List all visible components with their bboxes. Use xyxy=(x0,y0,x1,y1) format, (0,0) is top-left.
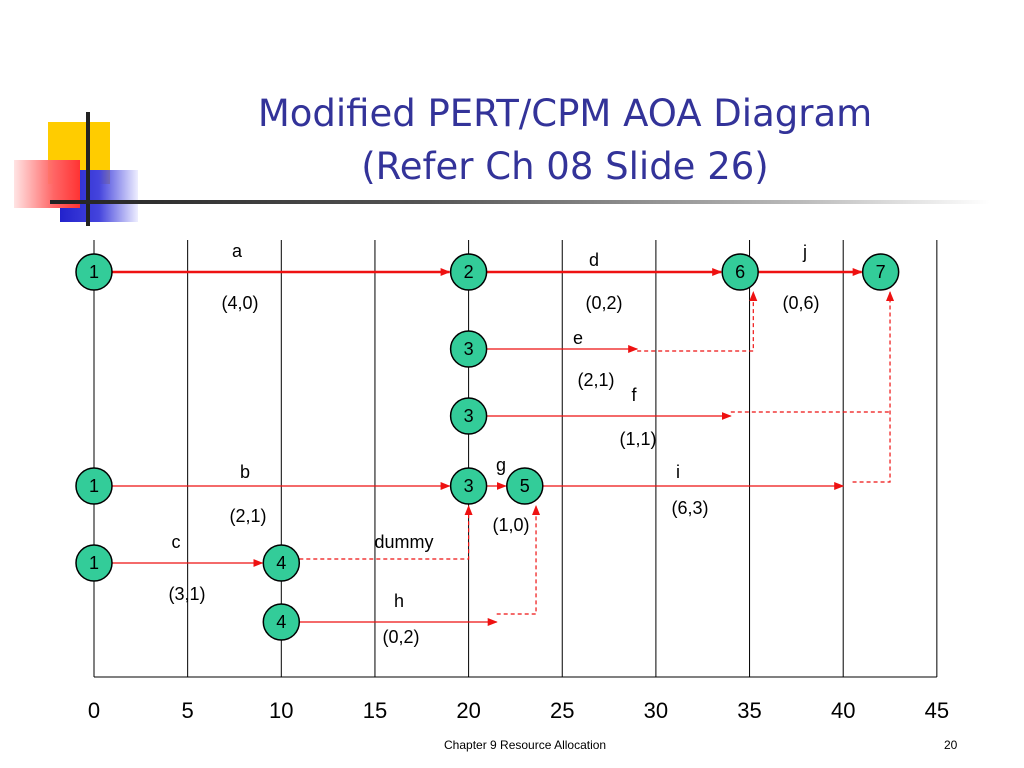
event-node-n6 xyxy=(721,253,759,291)
event-node-n4a xyxy=(262,544,301,582)
activity-d-name: d xyxy=(589,250,599,270)
axis-tick-30: 30 xyxy=(644,698,668,723)
event-nodes: 1 2 6 7 3 3 1 3 5 1 4 4 xyxy=(75,253,900,641)
activity-f-name: f xyxy=(631,385,637,405)
axis-tick-35: 35 xyxy=(737,698,761,723)
activity-h-times: (0,2) xyxy=(382,627,419,647)
axis-tick-15: 15 xyxy=(363,698,387,723)
event-node-n4b xyxy=(262,603,301,641)
activity-g-name: g xyxy=(496,455,506,475)
event-node-n7 xyxy=(861,253,900,291)
deco-horizontal-line xyxy=(50,200,990,204)
slack-i-f-to-7 xyxy=(852,291,895,483)
event-node-n7-label: 7 xyxy=(876,262,886,282)
event-node-n1a-label: 1 xyxy=(89,262,99,282)
activity-i-name: i xyxy=(676,462,680,482)
event-node-n1c xyxy=(75,544,113,582)
event-node-n3a-label: 3 xyxy=(464,339,474,359)
time-grid xyxy=(93,240,938,678)
axis-tick-45: 45 xyxy=(925,698,949,723)
axis-tick-20: 20 xyxy=(456,698,480,723)
event-node-n2-label: 2 xyxy=(464,262,474,282)
activity-c-times: (3,1) xyxy=(168,584,205,604)
event-node-n4a-label: 4 xyxy=(276,553,286,573)
page-subtitle: (Refer Ch 08 Slide 26) xyxy=(361,145,769,188)
activity-h-name: h xyxy=(394,591,404,611)
activity-b-name: b xyxy=(240,462,250,482)
event-node-n3a xyxy=(449,330,488,368)
activity-arrows xyxy=(112,268,895,626)
event-node-n3c-label: 3 xyxy=(464,476,474,496)
activity-d-times: (0,2) xyxy=(585,293,622,313)
event-node-n3b-label: 3 xyxy=(464,406,474,426)
activity-labels: a (4,0) d (0,2) j (0,6) e (2,1) f (1,1) b (2,1) g (1,… xyxy=(168,241,819,647)
activity-j-times: (0,6) xyxy=(782,293,819,313)
event-node-n1c-label: 1 xyxy=(89,553,99,573)
event-node-n4b-label: 4 xyxy=(276,612,286,632)
event-node-n1b-label: 1 xyxy=(89,476,99,496)
activity-a-name: a xyxy=(232,241,243,261)
activity-c-name: c xyxy=(172,532,181,552)
time-axis: 0 5 10 15 20 25 30 35 40 45 xyxy=(88,698,949,723)
event-node-n2 xyxy=(449,253,488,291)
activity-a-times: (4,0) xyxy=(221,293,258,313)
event-node-n1a xyxy=(75,253,113,291)
activity-b-times: (2,1) xyxy=(229,506,266,526)
event-node-n3c xyxy=(449,467,488,505)
axis-tick-5: 5 xyxy=(182,698,194,723)
event-node-n5 xyxy=(506,467,544,505)
axis-tick-40: 40 xyxy=(831,698,855,723)
deco-vertical-line xyxy=(86,112,90,226)
slack-e-to-6 xyxy=(637,291,758,352)
footer-page-number: 20 xyxy=(944,738,958,752)
activity-dummy-arrow xyxy=(299,505,473,560)
activity-e-times: (2,1) xyxy=(577,370,614,390)
axis-tick-10: 10 xyxy=(269,698,293,723)
event-node-n3b xyxy=(449,397,488,435)
event-node-n6-label: 6 xyxy=(735,262,745,282)
axis-tick-0: 0 xyxy=(88,698,100,723)
activity-g-times: (1,0) xyxy=(492,515,529,535)
activity-e-name: e xyxy=(573,328,583,348)
event-node-n1b xyxy=(75,467,113,505)
activity-f-times: (1,1) xyxy=(619,429,656,449)
axis-tick-25: 25 xyxy=(550,698,574,723)
activity-i-times: (6,3) xyxy=(671,498,708,518)
footer-chapter: Chapter 9 Resource Allocation xyxy=(444,738,607,752)
event-node-n5-label: 5 xyxy=(520,476,530,496)
page-title: Modified PERT/CPM AOA Diagram xyxy=(257,92,873,135)
activity-dummy-name: dummy xyxy=(374,532,433,552)
activity-j-name: j xyxy=(802,242,807,262)
